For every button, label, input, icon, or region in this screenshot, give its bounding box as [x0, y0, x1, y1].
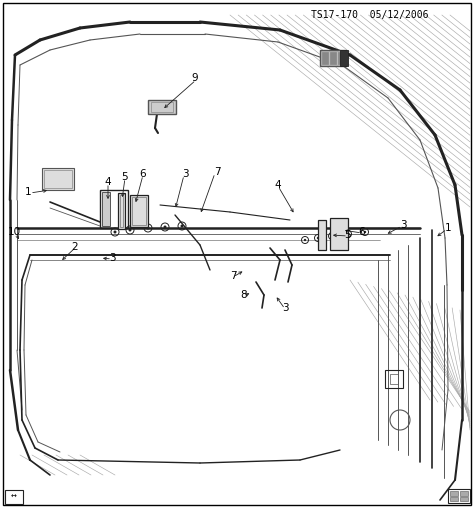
Bar	[448, 489, 470, 503]
Bar	[460, 497, 468, 501]
Circle shape	[181, 225, 183, 228]
Bar	[5, 490, 23, 504]
Circle shape	[128, 229, 131, 232]
Text: 3: 3	[109, 253, 115, 263]
Bar	[42, 168, 74, 190]
Text: 5: 5	[122, 172, 128, 182]
Text: 3: 3	[282, 303, 288, 313]
Text: 4: 4	[275, 180, 281, 190]
Text: 6: 6	[359, 227, 365, 237]
Text: ↔: ↔	[11, 494, 17, 500]
Circle shape	[364, 231, 366, 233]
Bar	[130, 195, 148, 227]
Bar	[385, 370, 403, 388]
Bar	[120, 195, 123, 227]
Bar	[338, 52, 344, 64]
Text: 10: 10	[8, 227, 20, 237]
Text: 2: 2	[72, 242, 78, 252]
Bar	[450, 491, 458, 496]
Bar	[151, 102, 173, 112]
Bar	[322, 52, 328, 64]
Circle shape	[304, 239, 306, 241]
Bar	[318, 220, 326, 250]
Bar	[330, 218, 348, 250]
Text: 7: 7	[214, 167, 220, 177]
Text: 3: 3	[400, 220, 406, 230]
Bar	[132, 197, 146, 225]
Text: 9: 9	[191, 73, 198, 83]
Bar	[460, 491, 468, 496]
Circle shape	[146, 227, 149, 230]
Bar	[340, 50, 348, 66]
Text: 6: 6	[140, 169, 146, 179]
Bar	[320, 50, 346, 66]
Circle shape	[347, 233, 349, 235]
Text: 4: 4	[105, 177, 111, 187]
Bar	[450, 497, 458, 501]
Circle shape	[331, 235, 333, 237]
Text: TS17-170  05/12/2006: TS17-170 05/12/2006	[311, 10, 429, 20]
Circle shape	[317, 237, 319, 239]
Text: 7: 7	[230, 271, 237, 281]
Bar	[390, 374, 398, 384]
Bar	[102, 192, 110, 226]
Bar	[118, 193, 125, 229]
Text: 3: 3	[182, 169, 188, 179]
Bar	[330, 52, 336, 64]
Text: 8: 8	[241, 290, 247, 300]
Circle shape	[164, 226, 166, 229]
Text: 1: 1	[25, 187, 31, 197]
Bar	[44, 170, 72, 188]
Bar	[148, 100, 176, 114]
Circle shape	[113, 231, 117, 234]
Text: 5: 5	[345, 230, 351, 240]
Text: 1: 1	[445, 223, 451, 233]
Bar	[100, 190, 128, 228]
